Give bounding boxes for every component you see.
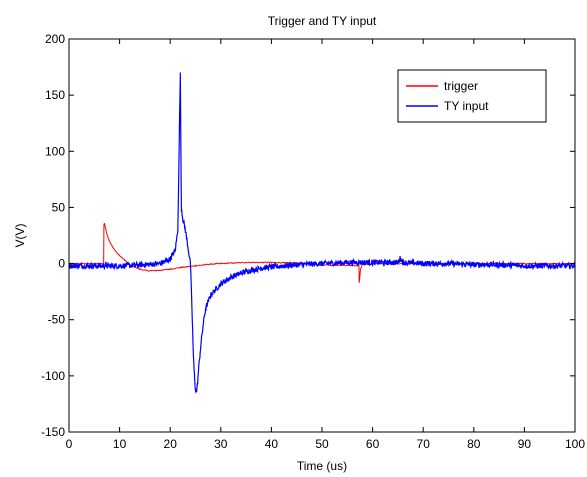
x-tick-label: 60	[366, 437, 380, 451]
x-tick-label: 100	[565, 437, 585, 451]
x-tick-label: 40	[265, 437, 279, 451]
series-group	[68, 72, 576, 394]
x-tick-label: 20	[164, 437, 178, 451]
y-tick-label: -150	[41, 425, 65, 439]
x-tick-label: 30	[214, 437, 228, 451]
x-tick-label: 70	[417, 437, 431, 451]
x-tick-label: 50	[315, 437, 329, 451]
y-tick-label: 200	[45, 32, 65, 46]
legend-label: trigger	[444, 79, 478, 93]
x-axis-title: Time (us)	[297, 459, 347, 473]
legend: trigger TY input	[397, 69, 547, 123]
series-line-trigger	[68, 222, 576, 283]
y-tick-label: -100	[41, 369, 65, 383]
x-tick-label: 90	[518, 437, 532, 451]
y-tick-label: 100	[45, 144, 65, 158]
y-axis-title: V(V)	[13, 223, 27, 247]
ticks-group: 0 10 20 30 40 50 60 70 80 90 100 -150 -100 -50 0 50 100 1…	[41, 32, 585, 451]
y-tick-label: -50	[48, 313, 66, 327]
legend-box	[397, 69, 547, 123]
y-tick-label: 50	[52, 200, 66, 214]
x-tick-label: 10	[113, 437, 127, 451]
y-tick-label: 150	[45, 88, 65, 102]
series-line-ty-input	[68, 72, 576, 394]
legend-label: TY input	[444, 99, 489, 113]
x-tick-label: 80	[467, 437, 481, 451]
x-tick-label: 0	[66, 437, 73, 451]
chart-title: Trigger and TY input	[268, 14, 377, 28]
y-tick-label: 0	[58, 257, 65, 271]
